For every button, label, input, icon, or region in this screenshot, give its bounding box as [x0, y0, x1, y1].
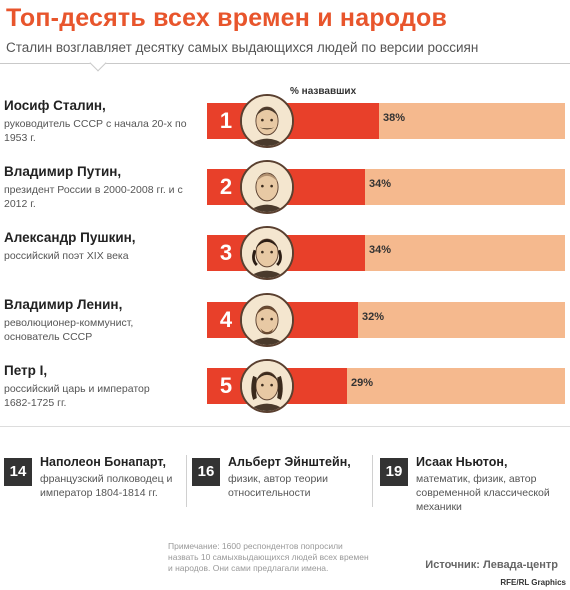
person-name: Альберт Эйнштейн,	[228, 455, 351, 469]
others-separator	[186, 455, 187, 507]
person-description-line: физик, автор теории	[228, 473, 329, 485]
value-label: 32%	[362, 311, 385, 323]
ranking-row: Владимир Ленин, революционер-коммунист, ос…	[0, 293, 570, 355]
person-description-line: революционер-коммунист,	[4, 317, 134, 329]
person-name: Александр Пушкин,	[4, 230, 136, 245]
person-description: математик, физик, автор современной класс…	[416, 472, 566, 514]
rank-badge: 14	[4, 458, 32, 486]
person-description-line: президент России в 2000-2008 гг. и с	[4, 184, 183, 196]
stalin-portrait-icon	[240, 94, 294, 148]
ranking-row: Александр Пушкин, российский поэт XIX век…	[0, 226, 570, 288]
person-description: французский полководец и император 1804-1…	[40, 472, 190, 500]
chart-subtitle: Сталин возглавляет десятку самых выдающи…	[6, 40, 479, 55]
person-description-line: французский полководец и	[40, 473, 173, 485]
footnote-line: назвать 10 самыхвыдающихся людей всех вр…	[168, 552, 369, 562]
lenin-portrait-icon	[240, 293, 294, 347]
person-description-line: механики	[416, 501, 462, 513]
person-description-line: математик, физик, автор	[416, 473, 537, 485]
person-name: Исаак Ньютон,	[416, 455, 508, 469]
ranking-row: Иосиф Сталин, руководитель СССР с начала …	[0, 94, 570, 156]
credit-label: RFE/RL Graphics	[500, 578, 566, 587]
person-name: Наполеон Бонапарт,	[40, 455, 166, 469]
footnote: Примечание: 1600 респондентов попросили …	[168, 541, 378, 574]
ranking-row: Петр I, российский царь и император 1682-1…	[0, 359, 570, 421]
rank-label: 5	[219, 373, 233, 398]
header-notch	[89, 54, 107, 72]
person-name: Петр I,	[4, 363, 48, 378]
person-description: российский поэт XIX века	[4, 249, 199, 263]
footnote-line: и народов. Они сами предлагали имена.	[168, 563, 329, 573]
person-description-line: российский поэт XIX века	[4, 250, 129, 262]
person-description-line: российский царь и император	[4, 383, 150, 395]
value-label: 29%	[351, 377, 374, 389]
percent-column-header: % назвавших	[290, 86, 357, 97]
value-label: 34%	[369, 244, 392, 256]
rank-label: 1	[219, 108, 233, 133]
person-description-line: относительности	[228, 487, 311, 499]
person-description: революционер-коммунист, основатель СССР	[4, 316, 199, 344]
footnote-line: Примечание: 1600 респондентов попросили	[168, 541, 343, 551]
others-divider	[0, 426, 570, 427]
source-label: Источник: Левада-центр	[425, 559, 558, 571]
rank-label: 3	[219, 240, 233, 265]
chart-title: Топ-десять всех времен и народов	[6, 4, 448, 32]
peter-portrait-icon	[240, 359, 294, 413]
value-label: 38%	[383, 112, 406, 124]
person-description-line: император 1804-1814 гг.	[40, 487, 158, 499]
putin-portrait-icon	[240, 160, 294, 214]
person-name: Иосиф Сталин,	[4, 98, 106, 113]
rank-label: 2	[219, 174, 233, 199]
person-description-line: современной классической	[416, 487, 550, 499]
person-description-line: 1682-1725 гг.	[4, 397, 67, 409]
person-description-line: основатель СССР	[4, 331, 93, 343]
header-divider	[0, 63, 570, 64]
ranking-row: Владимир Путин, президент России в 2000-2…	[0, 160, 570, 222]
value-label: 34%	[369, 178, 392, 190]
rank-badge: 16	[192, 458, 220, 486]
person-name: Владимир Ленин,	[4, 297, 123, 312]
rank-badge: 19	[380, 458, 408, 486]
rank-label: 4	[219, 307, 233, 332]
person-description: физик, автор теории относительности	[228, 472, 378, 500]
person-description: президент России в 2000-2008 гг. и с 2012…	[4, 183, 199, 211]
person-name: Владимир Путин,	[4, 164, 122, 179]
pushkin-portrait-icon	[240, 226, 294, 280]
person-description: руководитель СССР с начала 20-х по 1953 г…	[4, 117, 199, 145]
person-description-line: 2012 г.	[4, 198, 36, 210]
person-description-line: 1953 г.	[4, 132, 36, 144]
person-description: российский царь и император 1682-1725 гг.	[4, 382, 199, 410]
person-description-line: руководитель СССР с начала 20-х по	[4, 118, 187, 130]
others-separator	[372, 455, 373, 507]
